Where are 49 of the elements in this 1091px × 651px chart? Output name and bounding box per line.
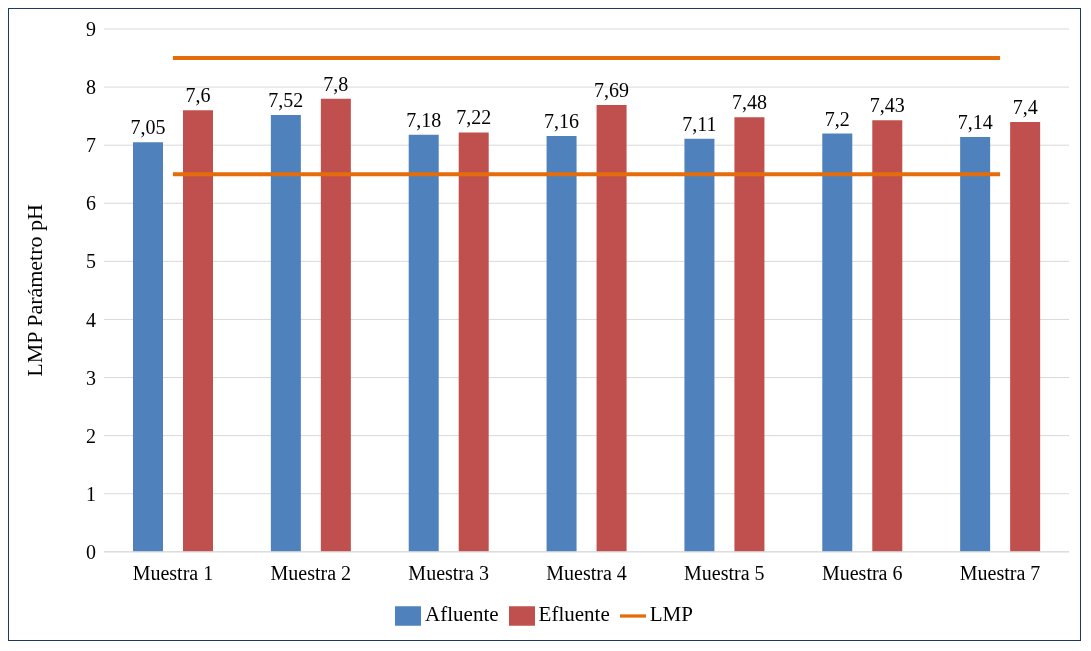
x-tick-label: Muestra 1 (132, 562, 214, 585)
data-label: 7,16 (544, 109, 580, 132)
y-tick-label: 1 (86, 482, 96, 505)
x-tick-label: Muestra 4 (546, 562, 627, 585)
x-tick-label: Muestra 3 (408, 562, 489, 585)
x-tick-label: Muestra 5 (684, 562, 765, 585)
bar (270, 114, 301, 552)
y-tick-label: 8 (86, 76, 96, 99)
bar (734, 117, 765, 552)
bar (408, 134, 439, 552)
y-tick-label: 9 (86, 18, 96, 41)
y-axis-title: LMP Parámetro pH (21, 203, 47, 377)
y-tick-label: 5 (86, 250, 96, 273)
data-label: 7,8 (323, 72, 349, 95)
data-label: 7,18 (406, 108, 442, 131)
data-label: 7,14 (957, 111, 993, 134)
legend-label: Afluente (425, 601, 499, 626)
x-tick-label: Muestra 7 (959, 562, 1041, 585)
data-label: 7,48 (731, 91, 767, 114)
data-label: 7,52 (268, 88, 304, 111)
legend-label: LMP (649, 601, 693, 626)
data-label: 7,22 (456, 106, 492, 129)
bar (183, 110, 213, 552)
data-label: 7,43 (869, 94, 905, 117)
bar (546, 135, 577, 552)
bar (1010, 121, 1041, 552)
bar (458, 132, 489, 552)
bar (822, 133, 853, 552)
data-label: 7,4 (1012, 95, 1038, 118)
data-label: 7,11 (682, 112, 717, 135)
bar (960, 137, 991, 552)
data-label: 7,6 (185, 84, 211, 107)
y-tick-label: 6 (86, 192, 96, 215)
data-label: 7,69 (594, 79, 630, 102)
legend-label: Efluente (538, 601, 610, 626)
y-tick-label: 3 (86, 366, 96, 389)
data-label: 7,05 (130, 116, 166, 139)
y-tick-label: 2 (86, 424, 96, 447)
data-label: 7,2 (824, 107, 850, 130)
bar (872, 120, 903, 552)
bar (684, 138, 715, 552)
x-tick-label: Muestra 2 (270, 562, 352, 585)
bar (320, 98, 351, 552)
x-tick-label: Muestra 6 (821, 562, 903, 585)
y-tick-label: 4 (86, 308, 96, 331)
bar (596, 105, 627, 552)
y-tick-label: 0 (86, 540, 96, 563)
y-tick-label: 7 (86, 134, 96, 157)
bar (133, 142, 163, 552)
